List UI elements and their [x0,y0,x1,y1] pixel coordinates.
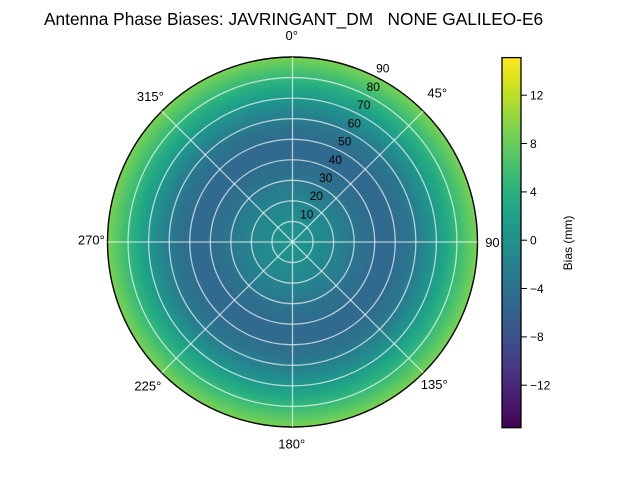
svg-text:Antenna Phase Biases: JAVRINGA: Antenna Phase Biases: JAVRINGANT_DM NONE… [44,9,543,29]
svg-text:70: 70 [357,98,371,112]
svg-text:40: 40 [329,153,343,167]
svg-text:225°: 225° [134,378,161,393]
svg-text:0°: 0° [285,28,297,43]
svg-text:90: 90 [376,62,390,76]
svg-text:−4: −4 [530,282,544,296]
svg-text:90: 90 [485,235,499,250]
svg-text:Bias (mm): Bias (mm) [561,216,575,271]
svg-text:270°: 270° [78,233,105,248]
svg-text:10: 10 [300,208,314,222]
svg-text:80: 80 [367,80,381,94]
svg-text:30: 30 [319,171,333,185]
svg-text:315°: 315° [137,89,164,104]
svg-text:−12: −12 [530,379,551,393]
svg-text:60: 60 [348,116,362,130]
svg-text:8: 8 [530,137,537,151]
svg-text:180°: 180° [278,436,305,451]
svg-text:20: 20 [310,189,324,203]
svg-text:50: 50 [338,135,352,149]
svg-text:0: 0 [530,234,537,248]
svg-text:−8: −8 [530,330,544,344]
svg-text:12: 12 [530,89,544,103]
svg-text:135°: 135° [421,377,448,392]
svg-text:45°: 45° [427,86,447,101]
svg-text:4: 4 [530,185,537,199]
